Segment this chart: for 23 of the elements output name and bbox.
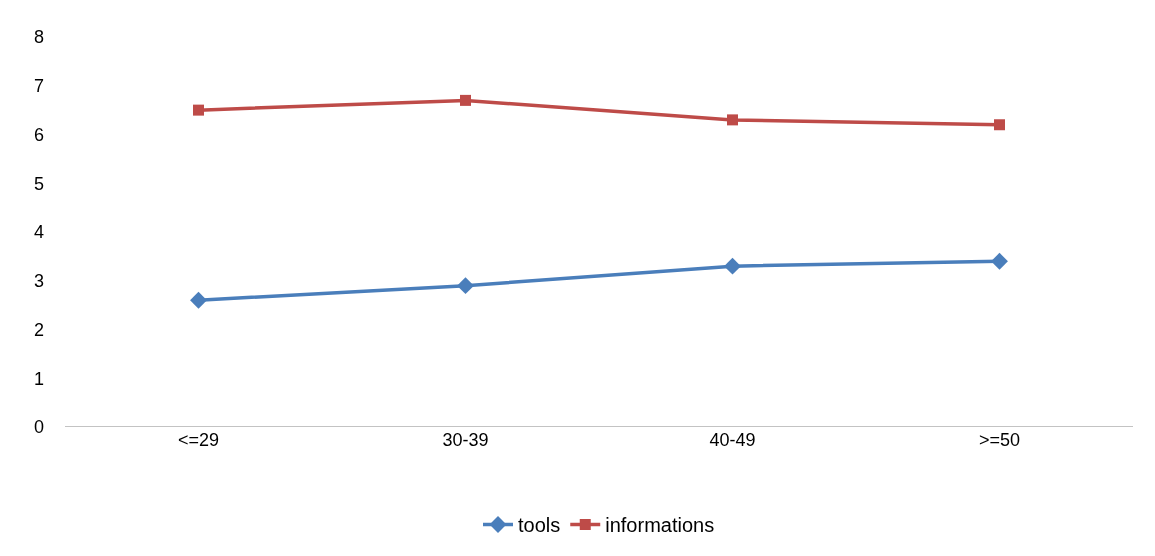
point: [460, 94, 471, 106]
y-tick-label: 5: [33, 173, 44, 194]
y-tick-label: 3: [33, 271, 44, 292]
point: [724, 257, 741, 275]
x-tick-label: 30-39: [442, 430, 489, 450]
point: [193, 104, 204, 116]
y-tick-label: 0: [33, 417, 44, 438]
y-tick-label: 2: [33, 319, 44, 340]
point: [727, 114, 738, 126]
point: [991, 252, 1008, 270]
y-tick-label: 6: [33, 124, 44, 145]
point: [457, 277, 474, 295]
x-tick-label: >=50: [978, 430, 1021, 450]
point: [994, 119, 1005, 131]
point: [190, 291, 207, 309]
legend-label: tools: [518, 514, 561, 537]
y-tick-label: 4: [33, 222, 44, 243]
y-tick-label: 8: [33, 27, 44, 48]
x-tick-label: 40-49: [709, 430, 756, 450]
legend-label: informations: [605, 514, 715, 537]
y-tick-label: 1: [33, 368, 44, 389]
y-tick-label: 7: [33, 76, 44, 97]
x-tick-label: <=29: [177, 430, 220, 450]
